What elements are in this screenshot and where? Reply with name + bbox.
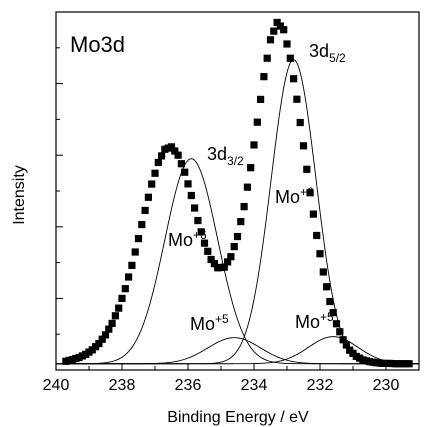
data-point	[207, 255, 215, 264]
data-point	[200, 239, 209, 247]
fit-components	[56, 59, 420, 365]
data-point	[280, 26, 288, 34]
data-point	[118, 294, 126, 302]
data-point	[342, 341, 350, 349]
peak-annotation: Mo+6	[168, 228, 207, 250]
data-point	[111, 312, 119, 320]
data-point	[299, 142, 308, 150]
data-point	[154, 158, 162, 167]
data-point	[283, 40, 291, 48]
data-point	[144, 193, 152, 201]
data-point	[230, 243, 238, 251]
peak-annotation: Mo+6	[275, 185, 314, 207]
data-point	[148, 180, 156, 188]
data-point	[237, 217, 245, 226]
data-point	[296, 118, 304, 127]
data-point	[303, 165, 311, 173]
y-axis-title: Intensity	[11, 165, 28, 225]
peak-annotations: Mo+6 Mo+6 Mo+5 Mo+5 3d3/2 3d5/2	[168, 41, 346, 334]
data-point	[151, 169, 159, 177]
x-tick-label: 236	[175, 377, 202, 394]
data-point	[339, 336, 347, 344]
peak-annotation: Mo+5	[190, 312, 229, 334]
data-point	[306, 189, 314, 197]
y-axis-ticks	[56, 47, 63, 335]
data-point	[286, 54, 294, 62]
data-point	[171, 147, 179, 155]
data-point	[316, 250, 324, 258]
plot-frame	[55, 11, 420, 371]
data-point	[187, 191, 195, 200]
data-point	[276, 22, 284, 30]
data-point	[266, 36, 275, 44]
data-point	[210, 260, 218, 268]
data-point	[220, 263, 228, 271]
x-tick-label: 230	[373, 377, 400, 394]
data-point	[177, 160, 185, 168]
data-point	[405, 360, 413, 368]
data-point	[293, 95, 301, 103]
fit-component-curve	[56, 336, 420, 365]
data-point	[233, 232, 242, 241]
data-point	[184, 180, 192, 188]
x-tick-label: 234	[241, 377, 268, 394]
data-point	[108, 319, 116, 328]
x-tick-label: 240	[43, 377, 70, 394]
data-point	[250, 141, 258, 149]
peak-annotation: Mo+5	[295, 310, 334, 332]
data-point	[128, 261, 136, 269]
data-point	[326, 297, 334, 306]
data-point	[197, 228, 205, 236]
data-point	[141, 206, 149, 215]
peak-annotation: 3d5/2	[309, 41, 346, 65]
data-point	[224, 258, 232, 266]
data-point	[174, 151, 182, 159]
data-point	[323, 283, 331, 291]
data-point	[257, 95, 265, 104]
data-point	[273, 18, 281, 27]
data-point	[95, 339, 103, 348]
data-point	[270, 27, 278, 35]
data-point	[253, 118, 261, 126]
x-tick-label: 238	[109, 377, 136, 394]
data-point	[204, 247, 212, 255]
data-point	[309, 210, 317, 218]
data-point	[101, 331, 110, 339]
data-point	[181, 168, 189, 176]
data-point	[121, 285, 129, 293]
data-point	[260, 73, 268, 81]
data-point	[134, 235, 143, 243]
data-point	[138, 220, 146, 229]
panel-label: Mo3d	[70, 32, 125, 57]
data-point	[319, 268, 327, 276]
data-point	[290, 75, 298, 83]
data-point	[227, 253, 235, 261]
data-point	[167, 143, 176, 151]
x-axis-ticks: 240 238 236 234 232 230	[43, 363, 420, 394]
data-point	[313, 231, 321, 240]
x-tick-label: 232	[307, 377, 334, 394]
data-point	[158, 152, 166, 160]
x-axis-title: Binding Energy / eV	[167, 409, 309, 426]
data-point	[336, 328, 344, 336]
data-point	[115, 304, 123, 312]
data-point	[243, 183, 251, 191]
peak-annotation: 3d3/2	[207, 144, 244, 168]
data-point	[263, 54, 271, 62]
data-point	[247, 164, 255, 172]
data-point	[98, 335, 106, 343]
data-point	[105, 325, 113, 333]
data-point	[332, 320, 341, 328]
data-point	[191, 204, 199, 212]
fit-component-curve	[56, 158, 419, 365]
data-point	[131, 248, 139, 256]
data-point	[240, 203, 248, 211]
measured-markers	[62, 18, 413, 368]
data-point	[194, 216, 202, 225]
data-point	[125, 273, 133, 281]
data-point	[329, 309, 337, 317]
